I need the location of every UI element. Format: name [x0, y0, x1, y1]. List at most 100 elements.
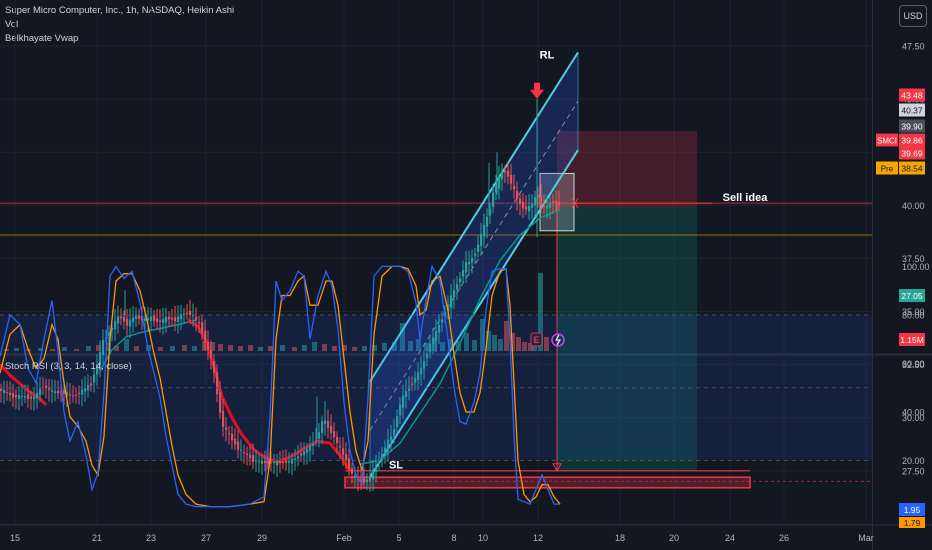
chart-annotations[interactable]: RL SL Sell idea E [389, 50, 768, 472]
currency-button[interactable]: USD [899, 5, 927, 27]
volume-bar [86, 346, 91, 351]
candle-body [390, 436, 393, 441]
candle-body [366, 479, 369, 482]
candle-body [291, 458, 294, 464]
candle-body [513, 186, 516, 190]
candle-body [276, 460, 279, 466]
candle-body [555, 200, 558, 203]
price-tag: 39.69 [901, 149, 923, 159]
candle-body [336, 436, 339, 444]
osc-tick-label: 20.00 [902, 456, 925, 466]
channel-upper-line [369, 51, 579, 383]
volume-tag-bg [899, 333, 925, 346]
candle-body [486, 216, 489, 227]
price-tag-bg [899, 133, 925, 147]
candle-body [438, 324, 441, 333]
volume-bar [182, 345, 187, 351]
volume-bar [400, 323, 405, 351]
position-zones [0, 130, 872, 489]
candle-body [171, 317, 174, 320]
osc-tick-label: 40.00 [902, 407, 925, 417]
price-tag: 39.86 [901, 136, 923, 146]
candle-body [432, 338, 435, 345]
stoch-k-tag: 1.95 [904, 505, 921, 515]
volume-bar [544, 337, 549, 351]
price-tag-bg [899, 119, 925, 133]
candle-body [123, 316, 126, 322]
candle-body [282, 461, 285, 463]
candle-body [78, 392, 81, 394]
candle-body [261, 460, 264, 464]
candle-body [270, 462, 273, 464]
volume-bar [322, 344, 327, 351]
channel-mid-line [369, 100, 579, 431]
volume-bar [192, 346, 197, 351]
candle-body [543, 206, 546, 208]
candle-body [51, 390, 54, 392]
time-tick-label: 12 [533, 533, 543, 543]
stoch-rsi-pane[interactable]: Stoch RSI (3, 3, 14, 14, close) [0, 264, 872, 508]
candle-body [36, 392, 39, 399]
candle-body [108, 332, 111, 336]
candle-body [537, 194, 540, 198]
candle-body [231, 433, 234, 441]
price-tag-bg [899, 88, 925, 102]
volume-bar [382, 343, 387, 351]
time-axis[interactable]: 15 21 23 27 29 Feb 5 8 10 12 18 20 24 26 Mar [10, 533, 874, 543]
candle-body [453, 290, 456, 298]
candle-body [18, 394, 21, 399]
price-tick-label: 47.50 [902, 42, 925, 52]
symbol-legend[interactable]: Super Micro Computer, Inc., 1h, NASDAQ, … [5, 5, 235, 16]
volume-bar [352, 347, 357, 351]
candle-body [435, 331, 438, 341]
rl-arrow-icon [530, 89, 544, 99]
vwap-legend[interactable]: Belkhayate Vwap [5, 33, 79, 44]
candle-body [114, 320, 117, 330]
candle-body [24, 396, 27, 398]
candle-body [522, 201, 525, 209]
price-tag-symbol: SMCI [877, 137, 897, 146]
candle-body [501, 172, 504, 180]
volume-bar [62, 347, 67, 351]
candle-body [480, 234, 483, 246]
time-tick-label: 27 [201, 533, 211, 543]
volume-bar [464, 333, 469, 351]
candle-body [192, 315, 195, 317]
volume-legend[interactable]: Vol [5, 19, 19, 30]
volume-bar [258, 347, 263, 351]
candle-body [354, 475, 357, 477]
candle-body [465, 262, 468, 273]
candle-body [411, 383, 414, 385]
price-tag: 40.37 [901, 106, 923, 116]
volume-bar [528, 343, 533, 351]
candle-body [33, 396, 36, 400]
candle-body [474, 253, 477, 256]
volume-bar [74, 349, 79, 351]
candle-body [378, 461, 381, 464]
volume-bar [228, 345, 233, 351]
stoch-d-tag-bg [899, 517, 925, 528]
candle-body [483, 225, 486, 237]
candle-body [126, 318, 129, 326]
candle-body [306, 448, 309, 453]
price-tag: 38.54 [901, 164, 923, 174]
candle-body [186, 312, 189, 315]
price-tick-label: 32.50 [902, 360, 925, 370]
candle-body [441, 319, 444, 323]
candle-body [477, 244, 480, 252]
candle-body [180, 314, 183, 320]
candle-body [315, 439, 318, 441]
volume-bars [4, 273, 549, 351]
time-tick-label: 23 [146, 533, 156, 543]
earnings-event-letter: E [533, 335, 539, 345]
candle-body [219, 392, 222, 413]
volume-bar [210, 342, 215, 351]
candle-body [420, 367, 423, 375]
candle-body [117, 316, 120, 324]
price-axis[interactable]: 25.0027.5030.0032.5035.0037.5040.0042.50… [876, 42, 930, 530]
candle-body [273, 462, 276, 464]
candle-body [189, 311, 192, 316]
support-tag-bg [899, 289, 925, 302]
